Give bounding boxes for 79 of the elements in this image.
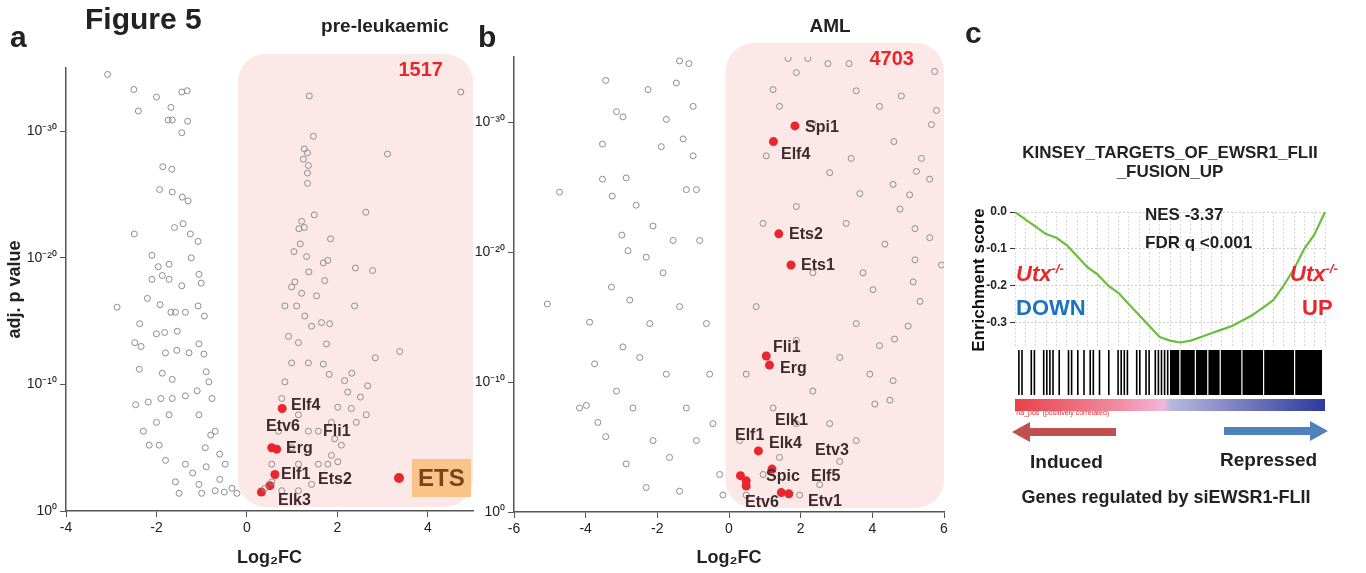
y-tick-label: 10⁻³⁰ — [26, 122, 57, 139]
annotation: UP — [1302, 295, 1333, 321]
y-tick-label: 10⁰ — [484, 502, 505, 519]
annotation: Etv3 — [815, 441, 849, 459]
point — [790, 121, 800, 131]
annotation: Etv1 — [808, 492, 842, 510]
x-tick-label: -6 — [507, 520, 521, 537]
x-tick-label: 4 — [423, 519, 432, 536]
x-tick-label: -2 — [651, 520, 664, 537]
x-tick-label: -4 — [579, 520, 593, 537]
point — [764, 360, 774, 370]
y-tick-label: -0.2 — [986, 277, 1008, 292]
y-tick-label: 10⁰ — [36, 501, 57, 518]
text: Induced — [1030, 451, 1103, 473]
point — [277, 403, 287, 413]
legend-label: ETS — [412, 459, 471, 497]
point — [270, 469, 280, 479]
x-axis-title: Log₂FC — [696, 547, 762, 568]
x-tick-label: 2 — [796, 520, 805, 537]
y-tick-label: 10⁻¹⁰ — [26, 375, 57, 392]
chart-title: AML — [808, 15, 852, 37]
y-tick-label: 0.0 — [990, 204, 1008, 219]
annotation: Etv6 — [745, 493, 779, 511]
x-tick-label: 6 — [940, 520, 949, 537]
point — [761, 351, 771, 361]
annotation: Elf1 — [281, 465, 311, 483]
y-tick-label: -0.1 — [986, 241, 1008, 256]
point — [784, 489, 794, 499]
y-tick-label: 10⁻³⁰ — [474, 112, 505, 129]
annotation: Elf4 — [781, 145, 811, 163]
annotation: Etv6 — [266, 417, 300, 435]
annotation: Utx$^{-/-}$ — [1290, 261, 1338, 287]
x-tick-label: -2 — [150, 519, 163, 536]
point — [272, 444, 282, 454]
x-tick-label: 4 — [868, 520, 877, 537]
y-tick-label: 10⁻²⁰ — [26, 248, 57, 265]
x-tick-label: 0 — [242, 519, 251, 536]
annotation: Spi1 — [805, 118, 839, 136]
annotation: Ets1 — [801, 256, 835, 274]
y-tick-label: 10⁻¹⁰ — [474, 372, 505, 389]
annotation: FDR q <0.001 — [1145, 233, 1253, 253]
point — [753, 446, 763, 456]
x-tick-label: -4 — [59, 519, 73, 536]
annotation: Ets2 — [318, 470, 352, 488]
annotation: Erg — [780, 359, 807, 377]
x-axis-title: Log₂FC — [237, 547, 302, 568]
annotation: Utx$^{-/-}$ — [1016, 261, 1064, 287]
point — [735, 471, 745, 481]
y-tick-label: 10⁻²⁰ — [474, 242, 505, 259]
annotation: Elk3 — [278, 491, 311, 509]
annotation: Ets2 — [789, 225, 823, 243]
text: Repressed — [1220, 449, 1318, 471]
annotation: Elf4 — [291, 396, 321, 414]
annotation: DOWN — [1016, 295, 1086, 321]
chart-title: KINSEY_TARGETS_OF_EWSR1_FLII_FUSION_UP — [1021, 143, 1319, 182]
point — [774, 229, 784, 239]
annotation: Fli1 — [773, 338, 801, 356]
annotation: Elk4 — [769, 434, 802, 452]
y-axis-title: adj. p value — [3, 240, 24, 339]
x-axis-title: Genes regulated by siEWSR1-FLII — [1020, 487, 1312, 508]
annotation: Erg — [286, 439, 313, 457]
point — [768, 137, 778, 147]
annotation: Elf1 — [735, 426, 765, 444]
band-label: 1517 — [398, 57, 443, 80]
chart-title: pre-leukaemic — [321, 15, 449, 36]
x-tick-label: 2 — [333, 519, 342, 536]
point — [786, 260, 796, 270]
caption: Figure 5 — [85, 2, 202, 35]
text: a — [10, 20, 27, 53]
x-tick-label: 0 — [725, 520, 734, 537]
band-label: 4703 — [869, 46, 914, 69]
annotation: Fli1 — [323, 422, 351, 440]
y-tick-label: -0.3 — [986, 314, 1008, 329]
annotation: Spic — [766, 467, 800, 485]
text: b — [478, 20, 497, 53]
annotation: Elk1 — [775, 411, 808, 429]
annotation: NES -3.37 — [1145, 205, 1224, 225]
annotation: Elf5 — [811, 467, 841, 485]
text: c — [965, 16, 982, 49]
